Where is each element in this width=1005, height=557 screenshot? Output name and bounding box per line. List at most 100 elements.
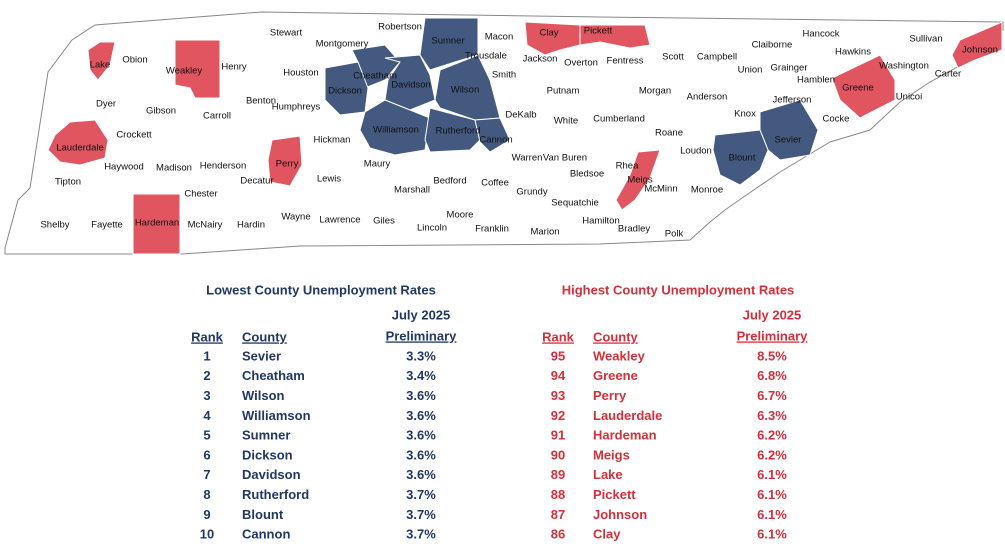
- rate-cell: 6.2%: [757, 447, 787, 462]
- rank-cell: 88: [551, 487, 565, 502]
- shaded-county: [174, 39, 221, 99]
- rank-cell: 10: [200, 527, 214, 542]
- county-label: Marshall: [394, 185, 430, 196]
- rank-cell: 1: [203, 348, 210, 363]
- county-label: Humphreys: [272, 102, 321, 113]
- rate-header-line1: July 2025: [392, 307, 451, 322]
- county-label: Loudon: [680, 146, 712, 157]
- county-label: Morgan: [639, 86, 671, 97]
- rank-cell: 94: [551, 368, 566, 383]
- county-label: Coffee: [481, 178, 509, 189]
- county-label: White: [554, 116, 578, 127]
- county-cell: Sevier: [242, 348, 281, 363]
- rate-cell: 6.8%: [757, 368, 787, 383]
- county-label: Monroe: [691, 185, 723, 196]
- county-label: Wayne: [281, 212, 310, 223]
- county-cell: Lauderdale: [593, 408, 662, 423]
- shaded-county: [474, 117, 511, 153]
- rank-cell: 8: [203, 487, 210, 502]
- rate-cell: 3.6%: [406, 428, 436, 443]
- shaded-county: [87, 41, 116, 81]
- rate-cell: 3.7%: [406, 487, 436, 502]
- county-cell: Wilson: [242, 388, 285, 403]
- county-label: Hamilton: [582, 216, 620, 227]
- county-label: Bedford: [433, 176, 466, 187]
- rate-cell: 6.3%: [757, 408, 787, 423]
- county-label: Unicoi: [896, 92, 922, 103]
- county-label: Carroll: [203, 111, 231, 122]
- county-label: Clay: [539, 28, 558, 39]
- county-label: Cumberland: [593, 114, 645, 125]
- county-cell: Greene: [593, 368, 638, 383]
- county-cell: Davidson: [242, 467, 301, 482]
- rate-cell: 3.3%: [406, 348, 436, 363]
- county-label: Decatur: [240, 176, 273, 187]
- county-label: McMinn: [644, 184, 677, 195]
- county-label: Fentress: [607, 56, 644, 67]
- county-label: Bledsoe: [570, 169, 604, 180]
- rate-cell: 8.5%: [757, 348, 787, 363]
- county-label: Maury: [364, 159, 391, 170]
- rank-cell: 95: [551, 348, 565, 363]
- county-label: Trousdale: [465, 51, 507, 62]
- county-cell: Sumner: [242, 428, 290, 443]
- county-label: Overton: [564, 58, 598, 69]
- county-label: Benton: [246, 96, 276, 107]
- county-label: Perry: [276, 159, 299, 170]
- county-label: Dickson: [328, 86, 362, 97]
- rate-cell: 6.1%: [757, 527, 787, 542]
- rate-cell: 3.7%: [406, 527, 436, 542]
- rank-cell: 89: [551, 467, 565, 482]
- county-label: Johnson: [962, 45, 998, 56]
- county-label: Chester: [184, 189, 217, 200]
- county-label: Wilson: [451, 85, 480, 96]
- county-label: Sevier: [775, 135, 802, 146]
- county-label: Campbell: [697, 52, 737, 63]
- county-label: Lewis: [317, 174, 342, 185]
- rate-cell: 3.6%: [406, 408, 436, 423]
- county-label: DeKalb: [505, 110, 536, 121]
- county-cell: Meigs: [593, 447, 630, 462]
- county-label: Cocke: [823, 114, 850, 125]
- shaded-county: [615, 149, 661, 211]
- county-label: Roane: [655, 128, 683, 139]
- rank-cell: 7: [203, 467, 210, 482]
- county-label: Haywood: [104, 162, 144, 173]
- rank-cell: 6: [203, 447, 210, 462]
- county-label: Polk: [665, 229, 684, 240]
- county-cell: Perry: [593, 388, 627, 403]
- county-label: Davidson: [391, 80, 431, 91]
- county-label: Henry: [221, 62, 247, 73]
- rank-cell: 9: [203, 507, 210, 522]
- county-cell: Blount: [242, 507, 284, 522]
- county-label: Washington: [879, 61, 929, 72]
- county-label: Meigs: [627, 175, 653, 186]
- rank-cell: 92: [551, 408, 565, 423]
- county-label: Carter: [935, 69, 961, 80]
- county-cell: Johnson: [593, 507, 647, 522]
- rate-cell: 3.6%: [406, 388, 436, 403]
- county-label: Putnam: [547, 86, 580, 97]
- county-label: Sullivan: [909, 34, 942, 45]
- county-label: Sumner: [431, 36, 464, 47]
- county-label: Pickett: [584, 26, 613, 37]
- county-label: Houston: [283, 68, 318, 79]
- county-label: Grundy: [516, 187, 547, 198]
- tables: Lowest County Unemployment Rates July 202…: [191, 282, 808, 541]
- shaded-county: [712, 129, 769, 186]
- county-label: Williamson: [373, 125, 419, 136]
- rank-cell: 5: [203, 428, 210, 443]
- county-label: Moore: [447, 210, 474, 221]
- rank-cell: 91: [551, 428, 565, 443]
- county-label: Fayette: [91, 220, 123, 231]
- county-label: Marion: [530, 227, 559, 238]
- rate-cell: 3.4%: [406, 368, 436, 383]
- county-label: Lincoln: [417, 223, 447, 234]
- shaded-county: [47, 119, 109, 166]
- rank-cell: 90: [551, 447, 565, 462]
- shaded-county: [951, 21, 1003, 69]
- county-label: Robertson: [378, 22, 422, 33]
- county-label: Madison: [156, 163, 192, 174]
- county-label: Obion: [122, 55, 147, 66]
- rank-cell: 3: [203, 388, 210, 403]
